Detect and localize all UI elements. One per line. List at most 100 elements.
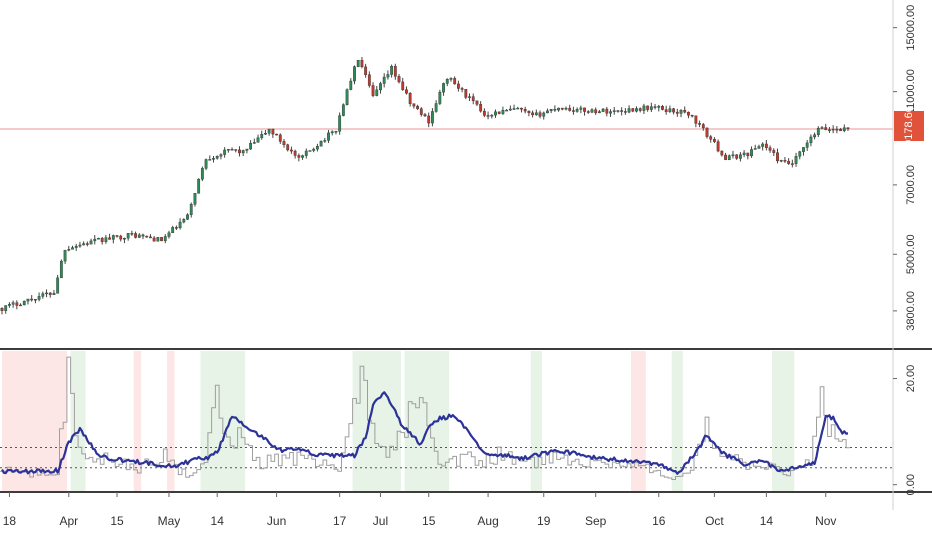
candle-body (460, 88, 464, 90)
candle-body (137, 234, 141, 238)
candle-body (468, 96, 471, 98)
candle-body (416, 105, 419, 109)
candle (15, 300, 19, 310)
candle (631, 107, 635, 113)
time-axis-label: 18 (3, 514, 17, 528)
candle (794, 152, 798, 167)
candle-body (134, 233, 137, 238)
candle-body (260, 134, 264, 138)
candle (160, 237, 163, 242)
candle (802, 147, 805, 156)
price-axis[interactable]: 15000.00 11000.00 7000.00 5000.00 3800.00 (893, 5, 917, 331)
candle (149, 234, 152, 239)
candle (713, 137, 716, 144)
candle-body (8, 304, 11, 306)
candle (367, 71, 371, 88)
candle (226, 148, 230, 153)
candle (8, 302, 11, 308)
candle (130, 230, 134, 236)
candle-body (304, 150, 308, 156)
candle-body (497, 111, 501, 114)
candle-body (713, 139, 716, 142)
time-axis[interactable]: 18 Apr 15 May 14 Jun 17 Jul 15 Aug 19 Sep 16 Oct 14 Nov (3, 492, 837, 528)
candle (431, 108, 434, 127)
candle (779, 159, 783, 163)
candle-body (26, 298, 30, 302)
candle-body (590, 109, 594, 113)
candle-body (315, 146, 319, 150)
candle-body (653, 106, 657, 108)
candle-body (37, 296, 41, 300)
candle (412, 103, 416, 109)
candle-body (208, 159, 212, 161)
candle-body (746, 152, 750, 157)
indicator-zone-bull (771, 351, 795, 491)
candle (527, 110, 531, 117)
indicator-zone-bull (70, 351, 86, 491)
candle-body (197, 178, 201, 194)
candle (163, 234, 167, 244)
candle (271, 128, 275, 138)
candle (616, 110, 620, 113)
candle (93, 235, 97, 245)
candle-body (119, 235, 123, 240)
candle (123, 237, 126, 244)
time-axis-label: Sep (585, 514, 607, 528)
candle (705, 127, 709, 139)
candle-body (727, 155, 731, 160)
candle-body (390, 66, 394, 75)
candle (278, 133, 282, 144)
indicator-axis-label: 20.00 (905, 365, 917, 393)
candle-body (63, 249, 67, 262)
candle-body (182, 219, 186, 223)
candle (753, 144, 757, 150)
candle-body (85, 243, 89, 245)
candle-body (30, 298, 34, 301)
candle (405, 86, 408, 95)
candle-body (631, 108, 635, 112)
candle-body (67, 249, 71, 251)
time-axis-label: 14 (760, 514, 774, 528)
candle-body (286, 144, 290, 151)
candle-body (59, 260, 63, 279)
candle-body (609, 111, 612, 114)
candle (649, 102, 653, 113)
candle-body (204, 159, 208, 169)
candle-body (108, 237, 112, 240)
candle (304, 148, 308, 159)
indicator-axis[interactable]: 20.00 0.00 (893, 365, 917, 496)
candle-body (308, 150, 312, 152)
candle-body (152, 237, 156, 242)
candle (330, 130, 334, 136)
candle (449, 77, 453, 82)
candle-body (293, 150, 297, 156)
candle-body (512, 108, 516, 110)
candle (772, 148, 776, 157)
candle (831, 125, 835, 134)
time-axis-label: Aug (477, 514, 498, 528)
candle-body (349, 80, 353, 90)
candle-body (334, 131, 338, 133)
candle-body (33, 299, 37, 301)
candle (115, 235, 119, 238)
candle (575, 107, 579, 113)
candle-body (772, 150, 776, 153)
candle (690, 114, 694, 118)
candle-body (178, 221, 182, 229)
candle-body (434, 103, 438, 112)
candle (45, 289, 48, 298)
indicator-zone-bear (133, 351, 142, 491)
candle (820, 125, 824, 130)
candle (842, 124, 846, 133)
candle-body (423, 114, 427, 117)
candle-body (312, 148, 316, 151)
candle (171, 225, 175, 234)
candle-body (720, 150, 724, 156)
candle-body (627, 108, 631, 113)
candle-body (341, 104, 345, 116)
candle (275, 133, 278, 136)
candle (438, 89, 442, 106)
candle-body (520, 107, 523, 110)
candle-body (594, 109, 598, 114)
